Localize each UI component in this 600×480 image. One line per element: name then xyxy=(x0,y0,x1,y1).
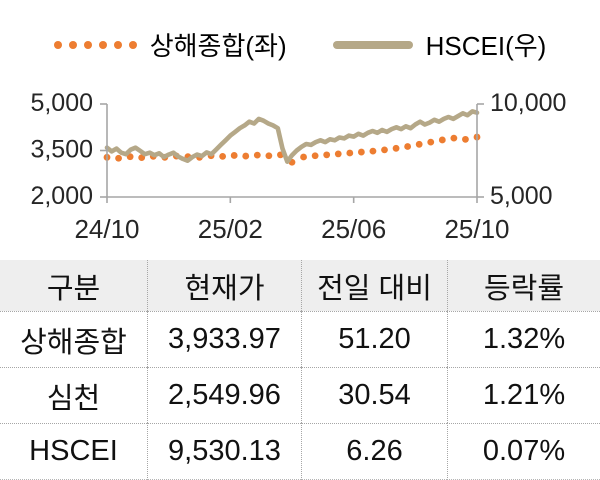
svg-text:5,000: 5,000 xyxy=(490,182,553,210)
row-hscei-change-pct: 0.07% xyxy=(447,423,600,480)
row-sse-name: 상해종합 xyxy=(0,311,147,367)
svg-text:5,000: 5,000 xyxy=(30,89,93,117)
svg-text:25/06: 25/06 xyxy=(321,214,386,244)
svg-text:10,000: 10,000 xyxy=(490,89,566,117)
chart-canvas: 2,000 3,500 5,000 5,000 10,000 24/10 25/02 25/0… xyxy=(30,89,566,244)
index-price-chart: 2,000 3,500 5,000 5,000 10,000 24/10 25/02 25/0… xyxy=(30,89,566,244)
svg-text:24/10: 24/10 xyxy=(74,214,139,244)
row-szse-change: 30.54 xyxy=(301,367,447,423)
header-gubun: 구분 xyxy=(0,260,147,311)
chart-legend: 상해종합(좌) HSCEI(우) xyxy=(0,26,600,63)
row-szse-current: 2,549.96 xyxy=(147,367,301,423)
row-sse-current: 3,933.97 xyxy=(147,311,301,367)
header-change: 전일 대비 xyxy=(301,260,447,311)
svg-text:25/10: 25/10 xyxy=(444,214,509,244)
row-hscei-name: HSCEI xyxy=(0,423,147,480)
row-hscei-current: 9,530.13 xyxy=(147,423,301,480)
svg-text:2,000: 2,000 xyxy=(30,182,93,210)
row-sse-change-pct: 1.32% xyxy=(447,311,600,367)
legend-label-hscei: HSCEI(우) xyxy=(425,31,547,61)
svg-text:25/02: 25/02 xyxy=(198,214,263,244)
svg-text:3,500: 3,500 xyxy=(30,136,93,164)
header-change-pct: 등락률 xyxy=(447,260,600,311)
sse-dotted-line-icon xyxy=(53,40,137,49)
legend-item-sse: 상해종합(좌) xyxy=(53,26,287,63)
legend-label-sse: 상해종합(좌) xyxy=(149,31,287,61)
header-current: 현재가 xyxy=(147,260,301,311)
index-quote-table: 구분 현재가 전일 대비 등락률 상해종합 3,933.97 51.20 1.3… xyxy=(0,260,600,480)
legend-item-hscei: HSCEI(우) xyxy=(332,26,547,63)
row-sse-change: 51.20 xyxy=(301,311,447,367)
row-szse-name: 심천 xyxy=(0,367,147,423)
row-hscei-change: 6.26 xyxy=(301,423,447,480)
hscei-line-icon xyxy=(332,40,413,49)
row-szse-change-pct: 1.21% xyxy=(447,367,600,423)
